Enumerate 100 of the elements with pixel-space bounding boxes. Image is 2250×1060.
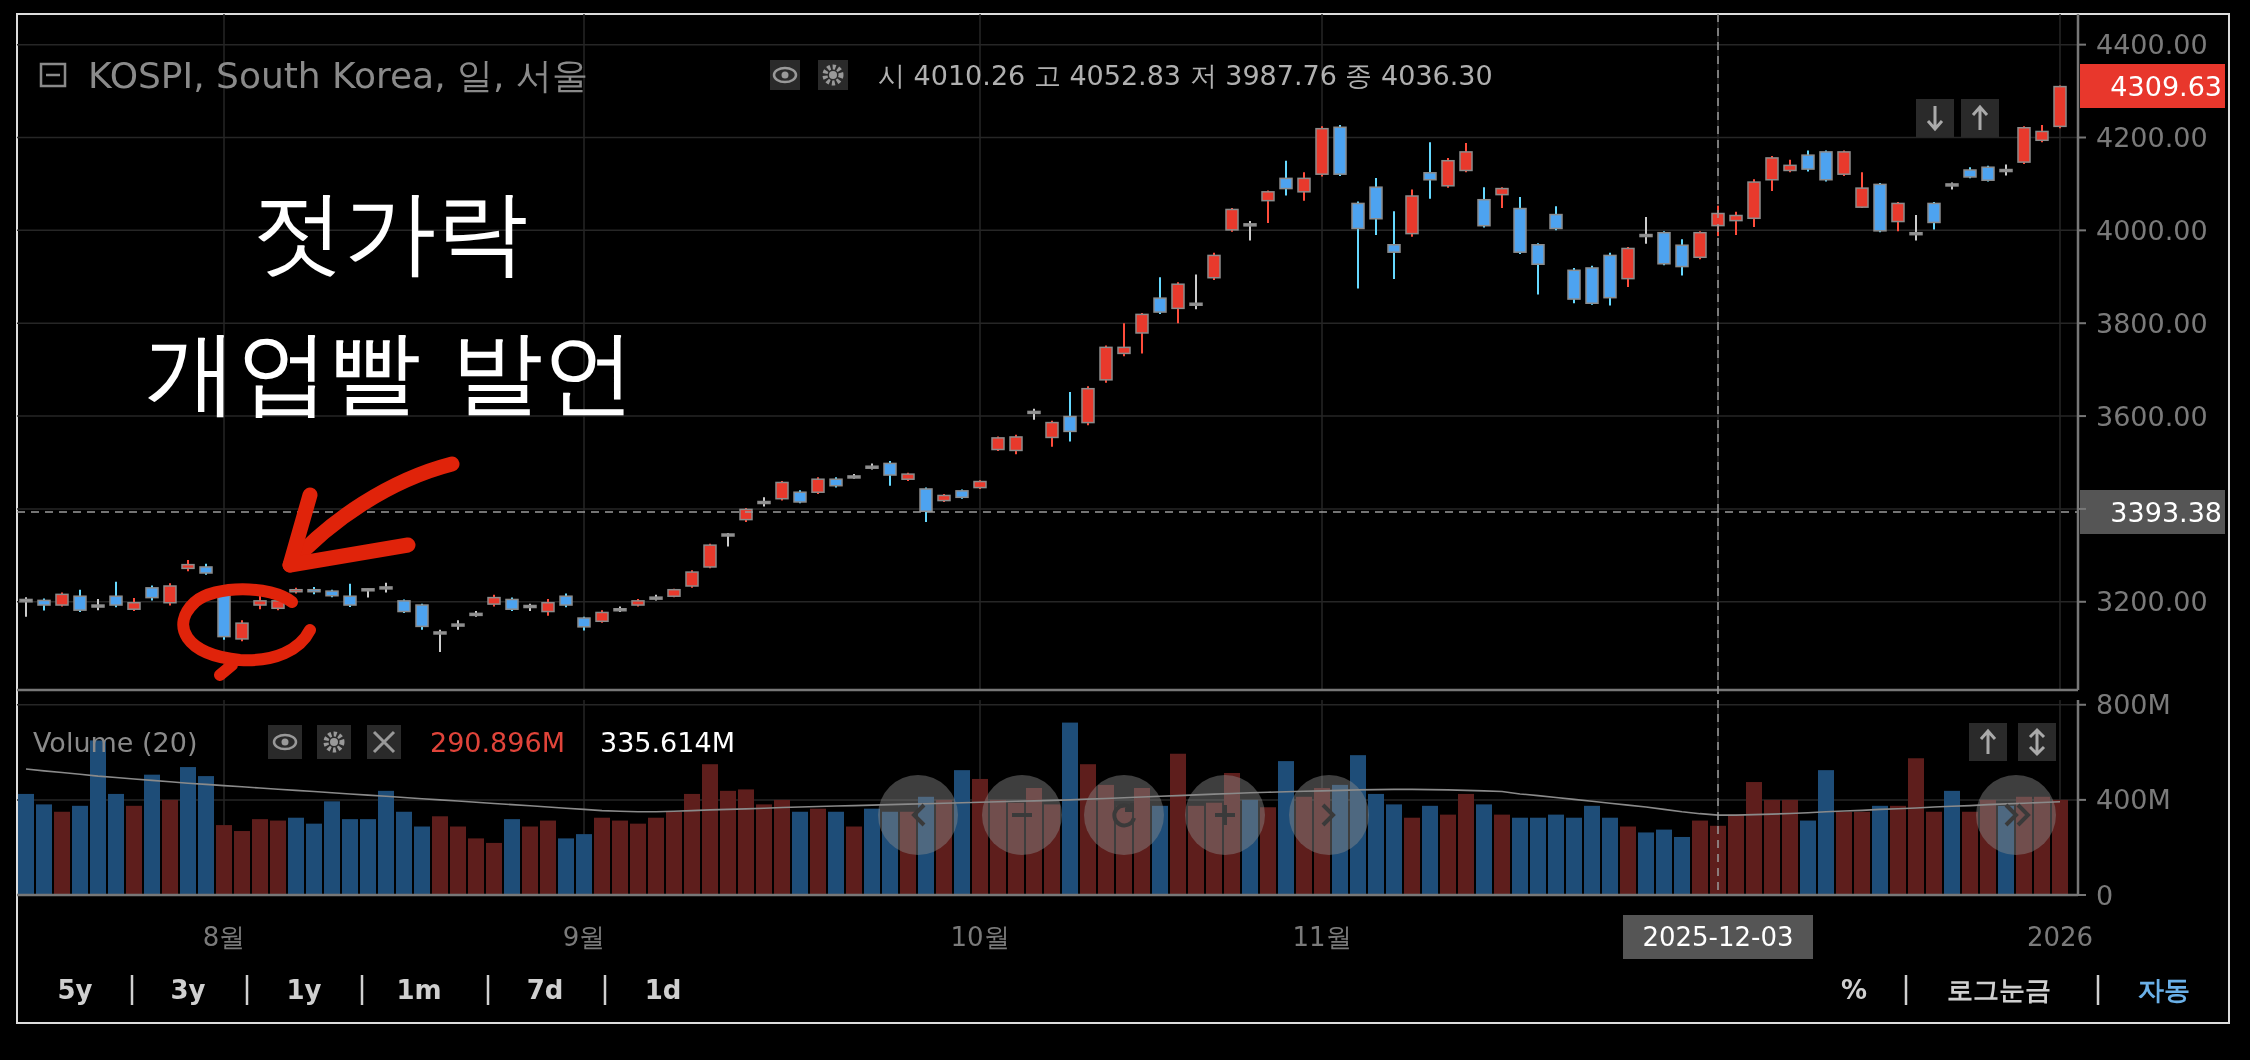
text: 3y [170,975,206,1005]
bar [36,804,52,895]
bar [1980,799,1996,895]
bar [432,816,448,895]
candlestick [1639,215,1653,245]
x-tick-label: 2026 [2026,922,2094,952]
bar [594,817,610,895]
bar [1152,805,1168,895]
bar [1134,787,1150,895]
line-series [25,768,2061,816]
bar [1584,805,1600,895]
candlestick [1153,276,1167,315]
annotation: 335.614M [600,726,735,758]
annotation: 290.896M [430,726,565,758]
bar [2034,796,2050,895]
bar [1386,804,1402,895]
bar [162,799,178,895]
bar [1836,811,1852,895]
bar [1440,814,1456,895]
candlestick [1891,201,1905,233]
candlestick [883,460,897,487]
bar [486,842,502,895]
bar [828,811,844,895]
y-tick-label: 4000.00 [2096,214,2208,246]
bar [252,819,268,895]
bar [1422,805,1438,895]
bar [1350,755,1366,895]
candlestick [1387,210,1401,281]
bar [1818,770,1834,895]
bar [1476,804,1492,895]
bar [1656,829,1672,895]
bar [1872,805,1888,895]
bar [1170,753,1186,895]
bar [738,789,754,895]
bar [576,834,592,895]
bar [234,831,250,895]
candlestick [1279,159,1293,197]
bar [1728,814,1744,895]
y-tick-label: 4200.00 [2096,122,2208,153]
bar [1566,817,1582,895]
bar [1674,836,1690,895]
annotation: 시 4010.26 고 4052.83 저 3987.76 종 4036.30 [878,59,1493,91]
candlestick [1189,273,1203,311]
candlestick [1675,238,1689,277]
candlestick [1207,251,1221,282]
bar [468,838,484,895]
bar [144,774,160,895]
bar [720,790,736,895]
bar [396,811,412,895]
bar [774,799,790,895]
candlestick [19,596,33,618]
candlestick [1063,390,1077,443]
bar [936,799,952,895]
candlestick [1765,155,1779,192]
bar [540,820,556,895]
bar [306,823,322,895]
bar [1962,811,1978,895]
text: % [1840,975,1868,1005]
bar [1206,802,1222,895]
candlestick [1261,189,1275,224]
candlestick [1729,210,1743,236]
bar [1458,793,1474,895]
text: 로그눈금 [1947,975,2051,1005]
bar [882,811,898,895]
text: 1m [396,975,442,1005]
text: 1y [286,975,322,1005]
bar [324,801,340,895]
text: 7d [526,975,564,1005]
bar [846,826,862,895]
bar [522,826,538,895]
bar [1260,807,1276,895]
bar [1062,722,1078,895]
bar [1620,826,1636,895]
bar [1026,787,1042,895]
text: 5y [57,975,93,1005]
bar [198,776,214,895]
bar [1278,761,1294,895]
candlestick [1909,214,1923,242]
candlestick [1927,201,1941,231]
candlestick [1531,242,1545,296]
bar [1296,796,1312,895]
bar [666,811,682,895]
bar [1746,782,1762,895]
bar [288,817,304,895]
bar [1494,814,1510,895]
ref-line-label: 3393.38 [2110,496,2222,528]
bar [1638,832,1654,895]
bar [1800,820,1816,895]
candlestick [1243,220,1257,242]
bar [630,823,646,895]
text: 1d [644,975,682,1005]
bar [1404,817,1420,895]
bar [864,808,880,895]
candlestick [109,580,123,609]
bar [1890,805,1906,895]
bar [378,790,394,895]
bar [126,805,142,895]
bar [1692,820,1708,895]
x-tick-label: 10월 [950,922,1010,952]
bar [648,817,664,895]
